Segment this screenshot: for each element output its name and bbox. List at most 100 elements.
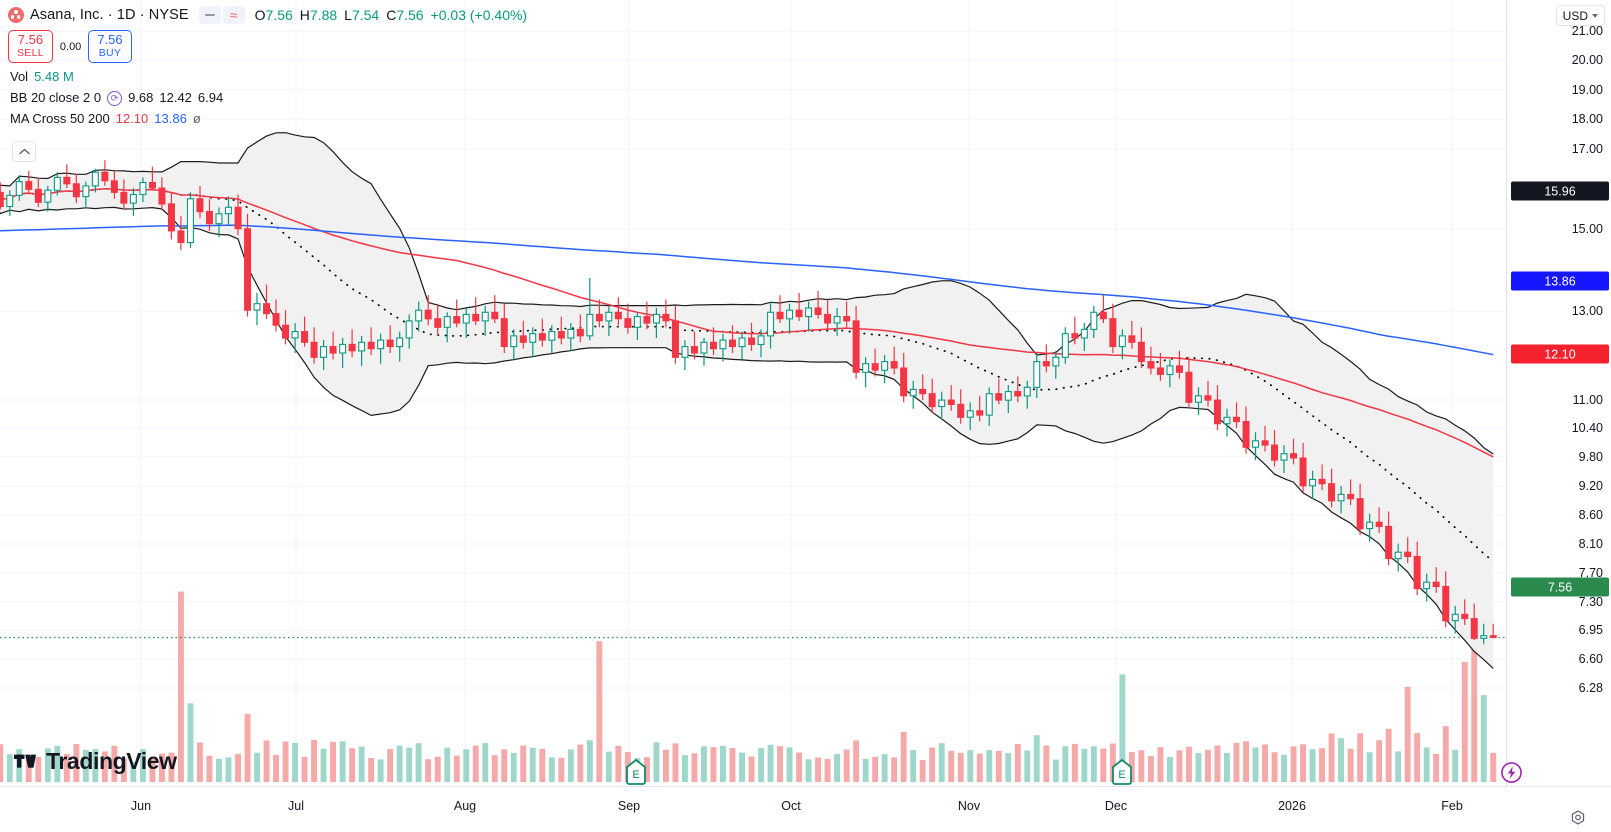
- bollinger-basis-line: [0, 187, 1495, 563]
- close-key: C: [386, 7, 397, 23]
- time-axis-tick: Feb: [1441, 799, 1463, 813]
- candle-body: [405, 320, 413, 339]
- candle: [748, 323, 756, 351]
- candle: [1033, 353, 1041, 398]
- volume-bar: [986, 750, 993, 782]
- candle: [472, 297, 480, 326]
- candle: [1318, 464, 1326, 491]
- lightning-bolt-icon[interactable]: [1500, 761, 1523, 784]
- indicator-legend-row[interactable]: Vol 5.48 M: [8, 69, 76, 85]
- candle: [491, 295, 499, 323]
- candle-body: [396, 337, 404, 348]
- candle: [462, 308, 470, 338]
- candle: [15, 175, 23, 201]
- symbol-title[interactable]: Asana, Inc. · 1D · NYSE: [30, 7, 189, 23]
- price-axis-tick: 13.00: [1571, 304, 1603, 318]
- volume-bar: [263, 740, 270, 782]
- candle: [1166, 359, 1174, 388]
- indicator-legend-row[interactable]: BB 20 close 2 0 ⟳ 9.68 12.42 6.94: [8, 90, 226, 107]
- candle: [976, 395, 984, 422]
- buy-button[interactable]: 7.56 BUY: [88, 30, 132, 64]
- volume-bar: [729, 748, 736, 782]
- candle: [652, 308, 660, 338]
- indicator-legend-row[interactable]: MA Cross 50 200 12.10 13.86 ø: [8, 111, 203, 127]
- indicator-wave-chip[interactable]: ≈: [222, 6, 245, 24]
- volume-bar: [187, 703, 194, 782]
- candle-body: [881, 361, 889, 371]
- earnings-marker[interactable]: E: [1112, 758, 1132, 785]
- refresh-icon[interactable]: ⟳: [107, 91, 123, 107]
- bollinger-upper-line: [0, 132, 1494, 455]
- volume-bar: [273, 754, 279, 782]
- candle: [1185, 357, 1193, 409]
- collapse-legend-button[interactable]: [12, 141, 36, 162]
- volume-bar: [415, 743, 422, 782]
- candle: [1232, 402, 1240, 428]
- candle: [129, 188, 137, 216]
- spread-value: 0.00: [59, 40, 82, 53]
- candle-body: [1337, 493, 1345, 502]
- candle-body: [1023, 386, 1031, 397]
- candle-body: [786, 309, 794, 320]
- earnings-badge-label: E: [1118, 769, 1125, 781]
- volume-bar: [120, 758, 127, 782]
- close-value: 7.56: [396, 7, 424, 23]
- sell-button[interactable]: 7.56 SELL: [8, 30, 53, 64]
- candle: [633, 312, 641, 341]
- candle-body: [329, 346, 337, 354]
- volume-bar: [1490, 752, 1497, 782]
- volume-bar: [929, 747, 936, 782]
- candle: [643, 301, 651, 330]
- candle: [833, 308, 841, 336]
- volume-bar: [1262, 744, 1268, 782]
- candle-body: [681, 346, 689, 358]
- currency-selector[interactable]: USD: [1555, 5, 1605, 26]
- time-axis-tick: Aug: [453, 799, 477, 813]
- watermark-text: TradingView: [46, 748, 177, 774]
- candle: [995, 378, 1003, 405]
- volume-bar: [567, 749, 574, 782]
- symbol-legend-row[interactable]: Asana, Inc. · 1D · NYSE ≈ O7.56 H7.88 L7…: [8, 4, 527, 26]
- volume-bar: [558, 757, 565, 782]
- candle: [1052, 350, 1060, 379]
- candle: [1128, 320, 1136, 349]
- candle: [767, 301, 775, 349]
- volume-bar: [1167, 757, 1173, 782]
- candle-body: [709, 341, 717, 350]
- candle: [1118, 329, 1126, 360]
- candle: [263, 284, 271, 319]
- candle: [1090, 305, 1098, 338]
- candle-body: [833, 316, 841, 324]
- candle: [120, 179, 128, 210]
- price-axis[interactable]: 21.00 20.00 19.00 18.00 17.00 15.00 13.00 11.00…: [1506, 0, 1611, 786]
- volume-bar: [1033, 735, 1040, 782]
- candle: [909, 380, 917, 409]
- candle: [862, 357, 870, 388]
- candle: [548, 325, 556, 353]
- candle: [1347, 479, 1355, 506]
- indicator-value: 9.68: [128, 90, 154, 106]
- legend-chip-group: ≈: [198, 6, 245, 24]
- time-axis[interactable]: Jun Jul Aug Sep Oct Nov Dec 2026 Feb: [0, 786, 1611, 832]
- earnings-marker[interactable]: E: [626, 758, 646, 785]
- price-axis-tick: 8.60: [1578, 508, 1603, 522]
- candle: [6, 190, 14, 216]
- candle-body: [567, 328, 575, 339]
- chart-settings-gear-icon[interactable]: [1569, 809, 1587, 827]
- candle-body: [643, 316, 651, 324]
- indicator-legend-list: Vol 5.48 M BB 20 close 2 0 ⟳ 9.68 12.42 6.94 MA…: [8, 69, 527, 127]
- volume-bar: [586, 740, 593, 782]
- earnings-badge-shape: [1112, 758, 1132, 785]
- volume-bar: [1300, 744, 1306, 782]
- candle-body: [1166, 365, 1174, 376]
- volume-bar: [282, 741, 289, 782]
- candle: [871, 348, 879, 377]
- candle-body: [1328, 483, 1336, 502]
- candle-body: [6, 194, 14, 208]
- candle-style-chip[interactable]: [198, 6, 221, 24]
- candle: [1356, 483, 1364, 536]
- candle: [1451, 605, 1459, 634]
- candle-body: [1394, 551, 1402, 560]
